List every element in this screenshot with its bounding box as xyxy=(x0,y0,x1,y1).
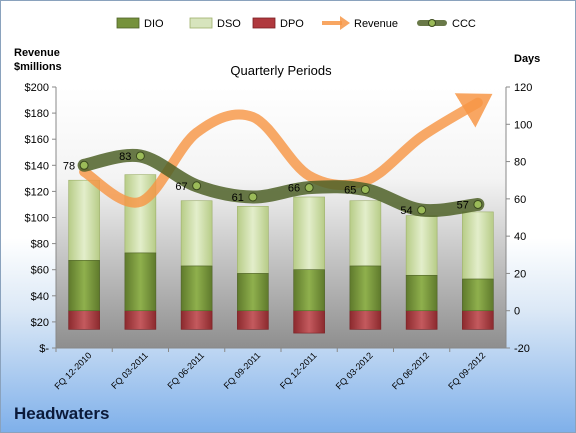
legend-swatch-dpo xyxy=(252,17,276,29)
dso-bar xyxy=(293,196,325,271)
x-axis-tick-label: FQ 03-2011 xyxy=(109,350,150,391)
legend-label-dio: DIO xyxy=(144,18,164,30)
right-axis-tick-label: 20 xyxy=(514,268,526,280)
revenue-layer xyxy=(79,93,493,208)
right-axis-title: Days xyxy=(514,53,540,65)
left-axis-tick-label: $60 xyxy=(31,265,49,277)
left-axis-tick-label: $40 xyxy=(31,291,49,303)
legend-swatch-dso xyxy=(189,17,213,29)
legend-label-dpo: DPO xyxy=(280,18,304,30)
left-axis-tick-label: $200 xyxy=(25,82,49,94)
dio-bar xyxy=(293,269,325,312)
ccc-data-label: 61 xyxy=(232,192,244,204)
bars-group xyxy=(68,174,494,334)
left-axis-tick-label: $- xyxy=(39,343,49,355)
ccc-point xyxy=(473,199,483,209)
dso-bar xyxy=(68,179,100,261)
legend-swatch-dio xyxy=(116,17,140,29)
dio-bar xyxy=(237,273,269,312)
dio-bar xyxy=(68,260,100,312)
dpo-bar xyxy=(293,310,325,334)
right-axis-tick-label: 60 xyxy=(514,194,526,206)
right-axis-tick-label: 120 xyxy=(514,82,532,94)
x-axis-tick-label: FQ 12-2010 xyxy=(53,350,94,391)
legend-label-revenue: Revenue xyxy=(354,18,398,30)
ccc-data-label: 83 xyxy=(119,151,131,163)
x-axis-tick-label: FQ 06-2012 xyxy=(390,350,431,391)
ccc-point xyxy=(248,192,258,202)
left-axis-tick-label: $140 xyxy=(25,160,49,172)
left-axis-title-line2: $millions xyxy=(14,61,62,73)
legend-ccc-marker xyxy=(428,19,436,27)
x-axis-tick-label: FQ 09-2011 xyxy=(222,350,263,391)
left-axis-tick-label: $20 xyxy=(31,317,49,329)
ccc-point xyxy=(360,185,370,195)
ccc-point xyxy=(79,160,89,170)
dso-bar xyxy=(237,206,269,274)
dpo-bar xyxy=(124,310,157,330)
ccc-layer: 78 83 67 61 66 65 54 57 xyxy=(63,148,485,218)
dso-bar xyxy=(349,200,382,267)
dio-bar xyxy=(180,265,213,312)
dso-bar xyxy=(462,211,494,280)
ccc-data-label: 67 xyxy=(175,181,187,193)
ccc-data-label: 54 xyxy=(400,205,412,217)
dpo-bar xyxy=(405,310,438,330)
ccc-point xyxy=(304,183,314,193)
dio-bar xyxy=(462,278,494,312)
company-name: Headwaters xyxy=(14,404,110,423)
ccc-data-label: 66 xyxy=(288,183,300,195)
x-axis-tick-label: FQ 03-2012 xyxy=(334,350,375,391)
left-axis-tick-label: $120 xyxy=(25,186,49,198)
ccc-data-label: 57 xyxy=(457,199,469,211)
chart-title: Quarterly Periods xyxy=(230,63,332,78)
ccc-line xyxy=(77,148,485,218)
dpo-bar xyxy=(349,310,382,330)
dso-bar xyxy=(405,215,438,276)
right-axis-tick-label: 100 xyxy=(514,119,532,131)
legend-arrow-head xyxy=(340,16,350,30)
legend: DIO DSO DPO Revenue CCC xyxy=(116,16,476,30)
revenue-line xyxy=(79,93,493,208)
x-axis-tick-label: FQ 12-2011 xyxy=(278,350,319,391)
dso-bar xyxy=(180,200,213,267)
dpo-bar xyxy=(237,310,269,330)
left-axis-tick-label: $160 xyxy=(25,134,49,146)
x-axis-tick-label: FQ 09-2012 xyxy=(446,350,487,391)
right-axis-tick-label: 80 xyxy=(514,157,526,169)
x-axis-tick-label: FQ 06-2011 xyxy=(165,350,206,391)
ccc-point xyxy=(192,181,202,191)
dpo-bar xyxy=(68,310,100,330)
right-axis-tick-label: 0 xyxy=(514,306,520,318)
ccc-data-label: 78 xyxy=(63,160,75,172)
dio-bar xyxy=(349,265,382,312)
left-axis-tick-label: $100 xyxy=(25,213,49,225)
ccc-point xyxy=(417,205,427,215)
left-axis-tick-label: $180 xyxy=(25,108,49,120)
dio-bar xyxy=(405,274,438,312)
ccc-point xyxy=(135,151,145,161)
legend-label-dso: DSO xyxy=(217,18,241,30)
left-axis-title-line1: Revenue xyxy=(14,47,60,59)
dio-bar xyxy=(124,252,157,312)
dpo-bar xyxy=(462,310,494,330)
dpo-bar xyxy=(180,310,213,330)
left-axis-tick-label: $80 xyxy=(31,239,49,251)
right-axis-tick-label: -20 xyxy=(514,343,530,355)
legend-label-ccc: CCC xyxy=(452,18,476,30)
ccc-data-label: 65 xyxy=(344,185,356,197)
right-axis-tick-label: 40 xyxy=(514,231,526,243)
